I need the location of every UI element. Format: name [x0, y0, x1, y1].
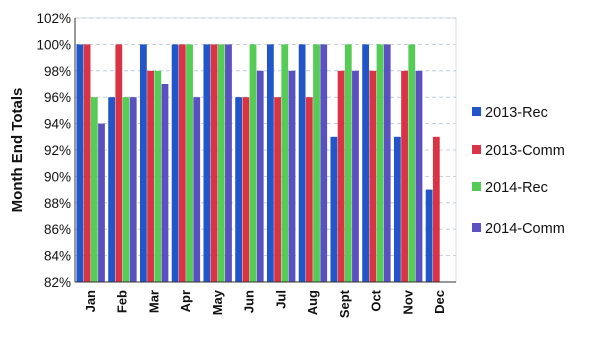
- bar-2013-comm-feb: [115, 44, 123, 283]
- legend-label: 2014-Comm: [485, 221, 565, 237]
- x-tick-label: Feb: [115, 290, 130, 313]
- bar-2014-rec-sept: [344, 44, 352, 283]
- y-tick-label: 86%: [44, 222, 71, 237]
- x-tick-label: Apr: [178, 290, 193, 312]
- legend-label: 2013-Rec: [485, 105, 548, 121]
- bar-2013-comm-may: [210, 44, 218, 283]
- bar-2014-comm-oct: [383, 44, 391, 283]
- x-tick-label: Dec: [432, 290, 447, 314]
- bar-2014-comm-jun: [256, 70, 264, 282]
- legend-swatch: [472, 145, 481, 154]
- y-tick-label: 102%: [36, 11, 71, 26]
- bar-2013-comm-jul: [274, 97, 281, 282]
- bar-2014-comm-jul: [288, 70, 296, 282]
- bar-2013-rec-nov: [393, 136, 401, 282]
- legend-label: 2013-Comm: [485, 143, 565, 159]
- bar-2014-rec-apr: [186, 44, 193, 283]
- x-tick-label: Nov: [400, 289, 415, 314]
- y-tick-label: 88%: [44, 196, 71, 211]
- bar-2013-comm-jun: [242, 97, 250, 282]
- bar-2014-comm-aug: [320, 44, 328, 283]
- bar-2014-rec-mar: [154, 70, 162, 282]
- bar-2014-comm-jan: [98, 123, 105, 282]
- bar-2014-rec-oct: [376, 44, 384, 283]
- y-tick-label: 84%: [44, 249, 71, 264]
- bar-2014-rec-aug: [313, 44, 320, 283]
- bar-2013-rec-aug: [298, 44, 306, 283]
- bar-2013-rec-jan: [76, 44, 84, 283]
- bar-2014-comm-sept: [352, 70, 359, 282]
- bar-2013-rec-dec: [425, 189, 433, 282]
- bars: [76, 44, 440, 283]
- bar-2014-rec-feb: [122, 97, 130, 282]
- y-tick-label: 90%: [44, 169, 71, 184]
- bar-2013-rec-jul: [266, 44, 274, 283]
- y-tick-labels: 82% 84% 86% 88% 90% 92% 94% 96% 98% 100% 102%: [36, 11, 71, 290]
- bar-2014-rec-jun: [249, 44, 257, 283]
- y-tick-label: 94%: [44, 117, 71, 132]
- x-tick-label: Oct: [369, 289, 384, 311]
- bar-2013-comm-nov: [401, 70, 408, 282]
- y-tick-label: 82%: [44, 275, 71, 290]
- bar-2014-rec-nov: [408, 44, 416, 283]
- bar-2014-comm-may: [225, 44, 232, 283]
- bar-2014-comm-feb: [129, 97, 137, 282]
- bar-2014-rec-jul: [281, 44, 289, 283]
- x-tick-labels: Jan Feb Mar Apr May Jun Jul Aug Sept Oct Nov Dec: [83, 289, 447, 318]
- x-tick-label: Jun: [242, 290, 257, 313]
- legend-label: 2014-Rec: [485, 180, 548, 196]
- bar-2013-comm-apr: [178, 44, 186, 283]
- bar-2013-rec-feb: [108, 97, 116, 282]
- bar-2013-rec-mar: [139, 44, 147, 283]
- bar-2013-rec-sept: [330, 136, 338, 282]
- y-tick-label: 98%: [44, 64, 71, 79]
- y-tick-label: 96%: [44, 90, 71, 105]
- bar-2013-rec-jun: [235, 97, 243, 282]
- x-tick-label: Aug: [305, 290, 320, 315]
- legend-swatch: [472, 182, 481, 191]
- bar-2013-comm-mar: [147, 70, 154, 282]
- bar-2013-rec-oct: [362, 44, 370, 283]
- y-tick-label: 100%: [36, 37, 71, 52]
- x-tick-label: May: [210, 289, 225, 315]
- bar-2014-rec-jan: [90, 97, 98, 282]
- bar-2013-comm-sept: [337, 70, 345, 282]
- y-axis-label: Month End Totals: [9, 88, 26, 213]
- bar-2014-comm-nov: [415, 70, 423, 282]
- bar-2013-comm-oct: [369, 70, 377, 282]
- bar-2013-comm-jan: [83, 44, 91, 283]
- bar-2013-comm-aug: [305, 97, 313, 282]
- x-tick-label: Jul: [273, 290, 288, 309]
- bar-2014-comm-apr: [193, 97, 201, 282]
- bar-2013-comm-dec: [432, 136, 440, 282]
- x-tick-label: Mar: [146, 290, 161, 313]
- bar-2013-rec-apr: [171, 44, 179, 283]
- legend-swatch: [472, 223, 481, 232]
- bar-2014-rec-may: [217, 44, 225, 283]
- bar-2013-rec-may: [203, 44, 211, 283]
- x-tick-label: Jan: [83, 290, 98, 312]
- bar-2014-comm-mar: [161, 84, 169, 282]
- legend: 2013-Rec 2013-Comm 2014-Rec 2014-Comm: [472, 105, 565, 237]
- y-tick-label: 92%: [44, 143, 71, 158]
- legend-swatch: [472, 107, 481, 116]
- x-tick-label: Sept: [337, 289, 352, 318]
